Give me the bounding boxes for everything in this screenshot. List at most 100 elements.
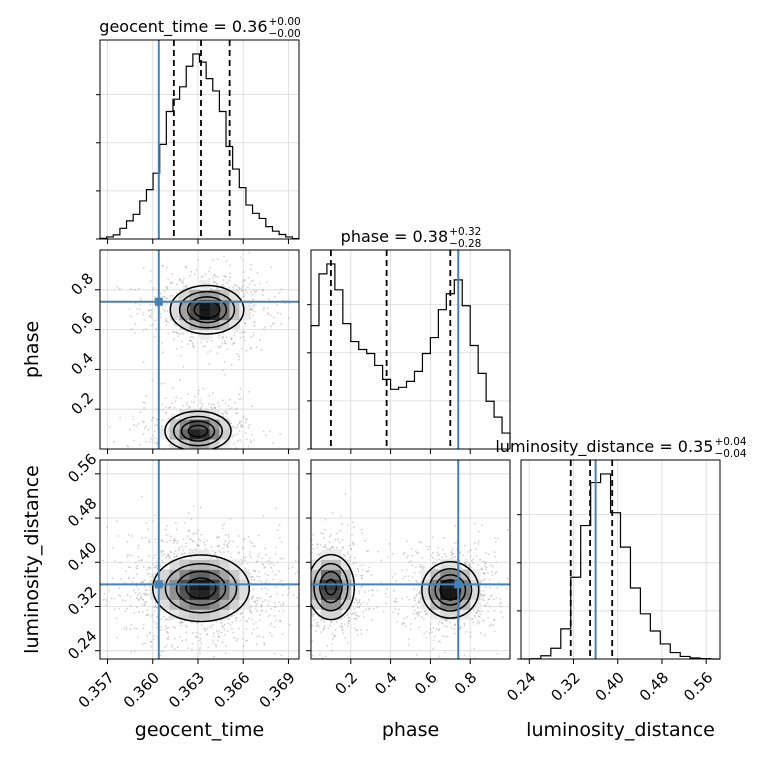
sample-point xyxy=(367,550,369,552)
sample-point xyxy=(354,597,357,600)
sample-point xyxy=(140,581,143,583)
sample-point xyxy=(176,292,178,295)
sample-point xyxy=(185,542,187,545)
density-cell xyxy=(440,609,451,620)
sample-point xyxy=(186,535,189,538)
sample-point xyxy=(480,580,483,583)
sample-point xyxy=(311,624,313,627)
sample-point xyxy=(437,623,440,625)
sample-point xyxy=(223,410,226,413)
sample-point xyxy=(482,572,485,575)
density-cell xyxy=(330,589,342,600)
sample-point xyxy=(242,284,244,287)
sample-point xyxy=(239,388,242,390)
sample-point xyxy=(249,317,252,319)
sample-point xyxy=(167,635,170,638)
sample-point xyxy=(308,586,310,588)
sample-point xyxy=(175,450,177,452)
y-tick-label-phase: 0.6 xyxy=(68,309,98,339)
sample-point xyxy=(154,514,156,516)
sample-point xyxy=(227,622,230,625)
sample-point xyxy=(424,610,427,613)
sample-point xyxy=(207,646,210,649)
sample-point xyxy=(441,548,444,551)
sample-point xyxy=(160,625,163,628)
panel-title-minus-geocent_time: −0.00 xyxy=(269,28,301,40)
sample-point xyxy=(197,538,200,541)
sample-point xyxy=(216,545,219,548)
sample-point xyxy=(416,606,419,609)
sample-point xyxy=(270,608,273,610)
sample-point xyxy=(130,328,133,331)
sample-point xyxy=(230,451,232,453)
sample-point xyxy=(323,627,326,629)
sample-point xyxy=(250,440,252,443)
sample-point xyxy=(147,581,150,584)
sample-point xyxy=(150,615,153,617)
sample-point xyxy=(255,621,257,624)
sample-point xyxy=(175,451,177,453)
sample-point xyxy=(256,575,259,578)
sample-point xyxy=(185,266,188,269)
sample-point xyxy=(231,452,233,454)
sample-point xyxy=(225,409,228,412)
sample-point xyxy=(243,293,245,295)
density-cell xyxy=(219,599,230,610)
sample-point xyxy=(117,535,120,537)
sample-point xyxy=(170,535,173,538)
sample-point xyxy=(354,611,357,614)
sample-point xyxy=(229,517,232,520)
sample-point xyxy=(142,623,145,626)
sample-point xyxy=(324,546,327,549)
sample-point xyxy=(273,322,276,325)
sample-point xyxy=(144,601,146,603)
sample-point xyxy=(175,396,178,399)
sample-point xyxy=(220,631,223,634)
sample-point xyxy=(307,611,309,613)
sample-point xyxy=(487,553,490,556)
sample-point xyxy=(251,618,254,621)
sample-point xyxy=(251,596,254,598)
sample-point xyxy=(443,536,446,539)
sample-point xyxy=(311,543,314,546)
sample-point xyxy=(301,572,303,574)
sample-point xyxy=(182,332,185,335)
sample-point xyxy=(108,589,111,592)
sample-point xyxy=(151,379,154,382)
x-tick-label-phase: 0.2 xyxy=(331,669,361,699)
sample-point xyxy=(181,552,183,555)
sample-point xyxy=(280,654,283,657)
sample-point xyxy=(416,552,419,555)
sample-point xyxy=(278,537,281,539)
sample-point xyxy=(252,334,255,337)
sample-point xyxy=(469,555,472,558)
sample-point xyxy=(171,644,174,647)
sample-point xyxy=(311,654,314,657)
sample-point xyxy=(330,621,333,624)
sample-point xyxy=(452,553,454,556)
sample-point xyxy=(394,608,397,611)
sample-point xyxy=(483,565,486,567)
sample-point xyxy=(185,286,188,288)
density-cell xyxy=(320,589,332,600)
sample-point xyxy=(113,440,115,443)
sample-point xyxy=(175,456,177,458)
sample-point xyxy=(270,566,273,569)
sample-point xyxy=(308,552,310,554)
sample-point xyxy=(308,593,310,595)
sample-point xyxy=(251,542,254,545)
density-cell xyxy=(169,299,181,311)
sample-point xyxy=(487,610,489,613)
sample-point xyxy=(199,539,202,542)
sample-point xyxy=(477,542,479,545)
sample-point xyxy=(198,652,201,655)
sample-point xyxy=(250,280,253,283)
density-cell xyxy=(199,299,210,311)
sample-point xyxy=(228,540,231,543)
sample-point xyxy=(171,282,174,284)
sample-point xyxy=(114,559,117,562)
sample-point xyxy=(301,601,303,603)
density-cell xyxy=(470,589,481,600)
sample-point xyxy=(126,540,129,543)
sample-point xyxy=(238,355,240,358)
